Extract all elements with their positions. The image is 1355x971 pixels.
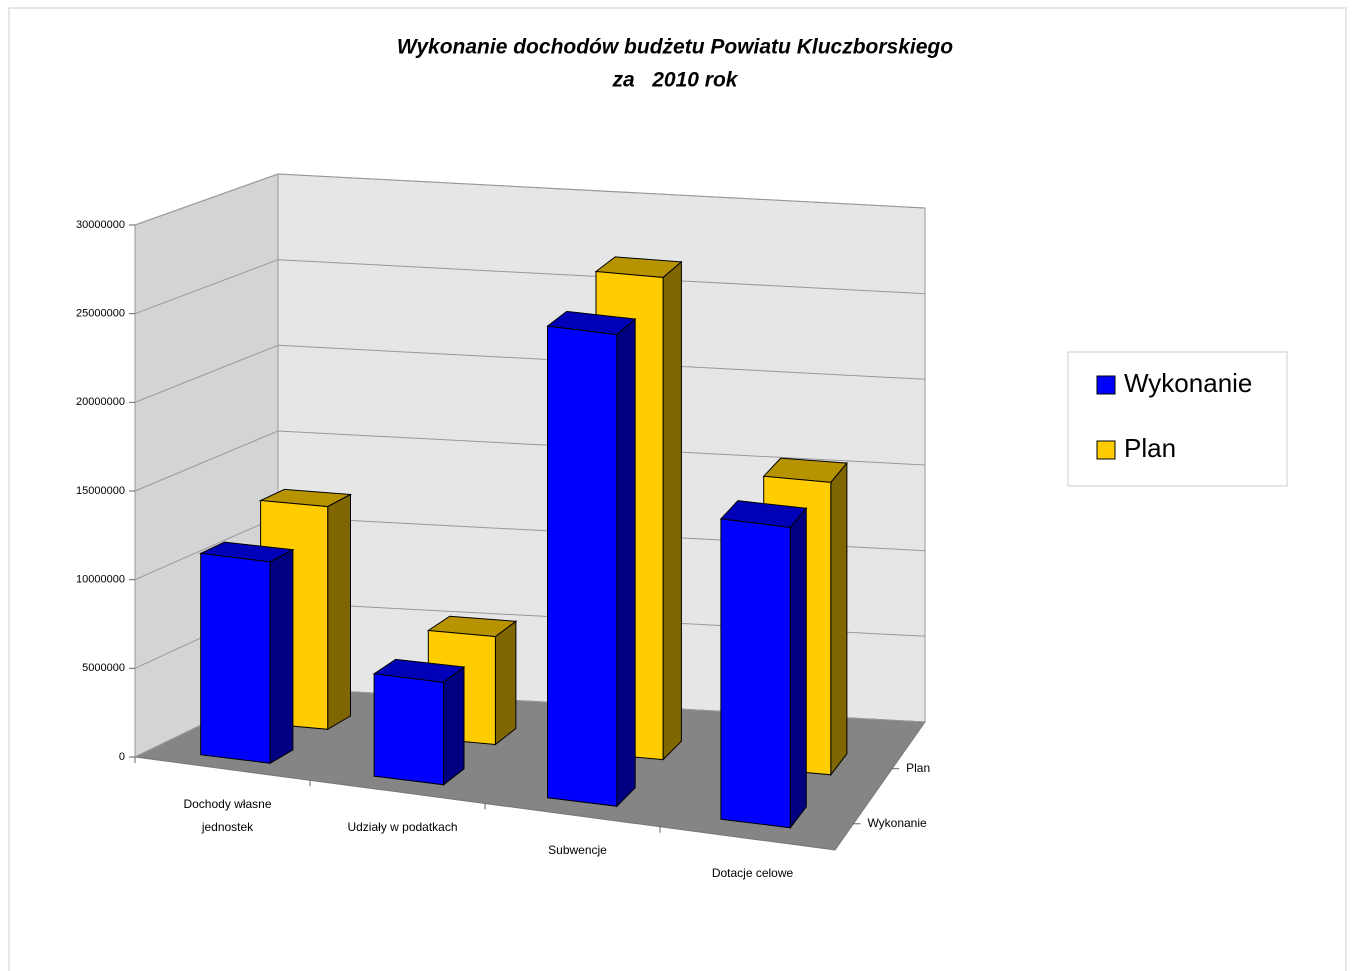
bar-side bbox=[269, 548, 294, 765]
grid-line bbox=[134, 430, 926, 492]
x-tick-label: Dotacje celowe bbox=[711, 866, 794, 881]
y-tick-label: 0 bbox=[119, 751, 125, 763]
bar-side bbox=[830, 461, 848, 777]
legend-swatch bbox=[1096, 375, 1116, 395]
depth-tick-label: Wykonanie bbox=[867, 816, 927, 830]
x-tick-label: Subwencje bbox=[548, 843, 607, 858]
chart-title: za 2010 rok bbox=[612, 69, 739, 92]
bar-side bbox=[494, 620, 517, 746]
x-tick-label: Udziały w podatkach bbox=[347, 819, 458, 834]
bar bbox=[547, 325, 618, 807]
bar-side bbox=[443, 665, 465, 786]
legend-label: Wykonanie bbox=[1124, 368, 1252, 398]
legend-label: Plan bbox=[1124, 433, 1176, 463]
depth-tick-label: Plan bbox=[906, 761, 930, 775]
grid-line bbox=[134, 173, 926, 226]
y-tick-label: 20000000 bbox=[76, 396, 125, 408]
y-tick-label: 25000000 bbox=[76, 308, 125, 320]
y-tick-label: 5000000 bbox=[82, 662, 125, 674]
grid-line bbox=[134, 259, 926, 315]
legend-box bbox=[1067, 351, 1288, 487]
bar bbox=[373, 673, 444, 786]
y-tick-label: 30000000 bbox=[76, 219, 125, 231]
bar bbox=[720, 518, 791, 829]
bar bbox=[200, 552, 271, 764]
bar-side bbox=[616, 317, 636, 808]
legend-swatch bbox=[1096, 440, 1116, 460]
bar-side bbox=[327, 493, 351, 731]
y-tick-label: 15000000 bbox=[76, 485, 125, 497]
y-tick-label: 10000000 bbox=[76, 574, 125, 586]
bar-side bbox=[662, 260, 682, 761]
x-tick-label: Dochody własne jednostek bbox=[183, 796, 272, 834]
chart-title: Wykonanie dochodów budżetu Powiatu Klucz… bbox=[397, 36, 953, 59]
bar-side bbox=[789, 506, 807, 830]
grid-line bbox=[134, 344, 926, 403]
